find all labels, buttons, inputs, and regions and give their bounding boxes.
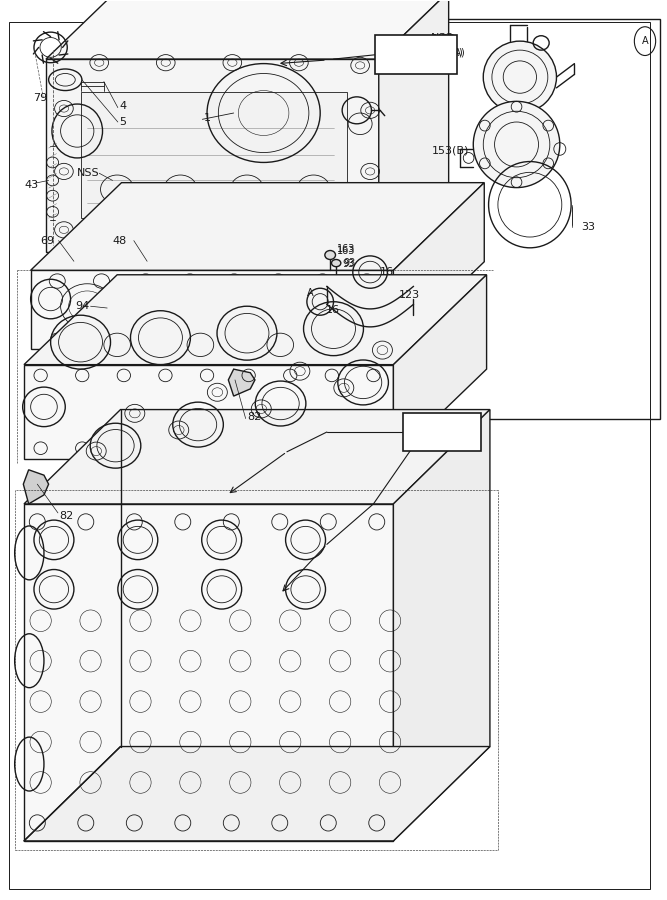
- Polygon shape: [31, 270, 394, 349]
- Text: NSS: NSS: [77, 168, 100, 178]
- Polygon shape: [379, 0, 449, 252]
- FancyBboxPatch shape: [375, 35, 458, 75]
- Polygon shape: [23, 470, 49, 504]
- Text: NSS: NSS: [434, 34, 456, 44]
- Text: 5: 5: [119, 117, 126, 127]
- Ellipse shape: [474, 102, 560, 187]
- Text: 0-28: 0-28: [402, 48, 430, 61]
- Text: 4: 4: [119, 101, 126, 111]
- Polygon shape: [24, 364, 394, 459]
- Polygon shape: [24, 504, 394, 841]
- Text: 163: 163: [337, 246, 356, 256]
- Polygon shape: [394, 183, 484, 349]
- Polygon shape: [46, 59, 379, 252]
- Text: 1: 1: [203, 112, 211, 122]
- Text: NSS: NSS: [432, 33, 454, 43]
- Text: A: A: [642, 36, 648, 46]
- Polygon shape: [394, 410, 490, 841]
- Text: 48: 48: [113, 236, 127, 246]
- Text: 16: 16: [380, 267, 394, 277]
- Text: A: A: [307, 288, 313, 298]
- Text: 82: 82: [59, 510, 73, 520]
- Text: 69: 69: [41, 236, 55, 246]
- Text: 153(B): 153(B): [432, 146, 470, 156]
- Text: 123: 123: [399, 291, 420, 301]
- Polygon shape: [394, 274, 487, 459]
- Text: 153(A): 153(A): [432, 48, 464, 58]
- Text: 16: 16: [325, 305, 340, 315]
- Text: 82: 82: [247, 412, 261, 422]
- Text: 163: 163: [337, 244, 356, 254]
- Text: 0-11: 0-11: [428, 426, 456, 438]
- Text: 79: 79: [33, 93, 47, 103]
- Polygon shape: [46, 0, 449, 59]
- Polygon shape: [24, 746, 490, 841]
- Polygon shape: [81, 93, 347, 218]
- Ellipse shape: [331, 259, 341, 266]
- Text: 153(A): 153(A): [434, 48, 466, 58]
- Bar: [424, 19, 660, 418]
- Polygon shape: [228, 369, 255, 396]
- Text: 93: 93: [343, 259, 355, 269]
- Text: 94: 94: [75, 302, 89, 311]
- Ellipse shape: [325, 250, 336, 259]
- Text: 93: 93: [344, 258, 356, 268]
- Text: 43: 43: [24, 180, 38, 190]
- Polygon shape: [24, 410, 490, 504]
- Polygon shape: [31, 183, 484, 270]
- FancyBboxPatch shape: [404, 413, 481, 451]
- Ellipse shape: [484, 41, 556, 113]
- Polygon shape: [24, 274, 487, 364]
- Text: 33: 33: [581, 222, 595, 232]
